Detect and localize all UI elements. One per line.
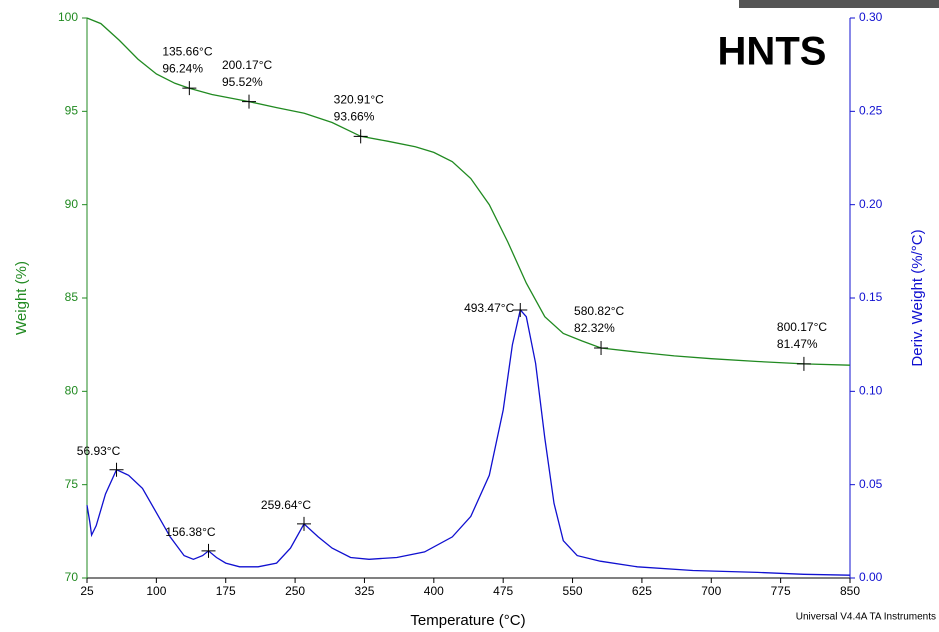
annotation-label: 259.64°C (261, 498, 312, 512)
x-tick-label: 400 (424, 584, 444, 598)
x-tick-label: 550 (563, 584, 583, 598)
annotation-marker (594, 341, 609, 356)
annotation-label: 200.17°C (222, 58, 273, 72)
annotation-label: 135.66°C (162, 44, 213, 58)
y-axis-label: Weight (%) (13, 261, 30, 335)
annotation-label: 493.47°C (464, 301, 515, 315)
y-tick-label: 95 (65, 104, 79, 118)
x-tick-label: 625 (632, 584, 652, 598)
y-tick-label: 85 (65, 290, 79, 304)
photo-fragment (739, 0, 939, 8)
y-tick-label: 75 (65, 477, 79, 491)
x-tick-label: 250 (285, 584, 305, 598)
y2-tick-label: 0.30 (859, 10, 883, 24)
y2-tick-label: 0.15 (859, 290, 883, 304)
x-tick-label: 475 (493, 584, 513, 598)
y-tick-label: 80 (65, 384, 79, 398)
annotation-marker (182, 81, 197, 96)
annotation-label: 81.47% (777, 337, 818, 351)
x-tick-label: 850 (840, 584, 860, 598)
y2-tick-label: 0.20 (859, 197, 883, 211)
footer: Universal V4.4A TA Instruments (796, 612, 936, 623)
annotation-marker (201, 543, 216, 558)
inset-label: HNTS (718, 30, 827, 74)
y-tick-label: 70 (65, 570, 79, 584)
annotation-label: 156.38°C (165, 525, 216, 539)
annotation-label: 320.91°C (334, 93, 385, 107)
annotation-marker (353, 129, 368, 144)
y2-tick-label: 0.25 (859, 104, 883, 118)
annotation-label: 95.52% (222, 75, 263, 89)
y2-tick-label: 0.05 (859, 477, 883, 491)
x-axis-label: Temperature (°C) (410, 612, 525, 629)
x-tick-label: 25 (80, 584, 94, 598)
annotation-label: 96.24% (162, 61, 203, 75)
annotation-marker (796, 356, 811, 371)
x-tick-label: 175 (216, 584, 236, 598)
y2-tick-label: 0.00 (859, 570, 883, 584)
data-line (86, 17, 851, 366)
annotation-marker (513, 302, 528, 317)
annotation-label: 800.17°C (777, 320, 828, 334)
y-tick-label: 90 (65, 197, 79, 211)
y-tick-label: 100 (58, 10, 78, 24)
x-tick-label: 325 (354, 584, 374, 598)
data-line (86, 308, 851, 576)
y2-axis-label: Deriv. Weight (%/°C) (909, 229, 926, 366)
annotation-label: 82.32% (574, 321, 615, 335)
annotation-label: 580.82°C (574, 304, 625, 318)
annotation-marker (109, 462, 124, 477)
x-tick-label: 700 (701, 584, 721, 598)
annotation-marker (297, 516, 312, 531)
annotation-label: 93.66% (334, 110, 375, 124)
annotation-label: 56.93°C (77, 444, 121, 458)
y2-tick-label: 0.10 (859, 384, 883, 398)
annotation-marker (242, 94, 257, 109)
x-tick-label: 100 (146, 584, 166, 598)
x-tick-label: 775 (771, 584, 791, 598)
